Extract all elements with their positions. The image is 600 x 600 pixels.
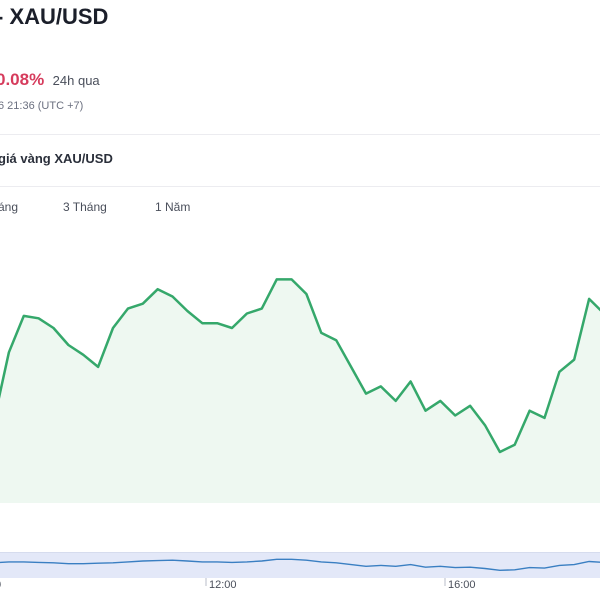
update-timestamp: 6 21:36 (UTC +7) (0, 100, 84, 112)
divider-chart (0, 186, 600, 187)
page-title: - XAU/USD (0, 4, 109, 29)
tab-range-3-months[interactable]: 3 Tháng (63, 200, 107, 214)
divider-top (0, 134, 600, 135)
navigator-tick-label: 12:00 (209, 579, 237, 591)
chart-navigator[interactable]: 0 12:00 16:00 (0, 552, 600, 596)
tab-range-1-month[interactable]: áng (0, 200, 19, 214)
change-period: 24h qua (52, 73, 100, 88)
chart-section-title: giá vàng XAU/USD (0, 151, 113, 166)
price-area (0, 279, 600, 503)
navigator-tick-label: 16:00 (448, 579, 476, 591)
navigator-line (0, 558, 600, 572)
range-tabs: áng 3 Tháng 1 Năm (0, 200, 600, 218)
price-change: 0.08% 24h qua (0, 70, 100, 90)
price-line (0, 278, 600, 454)
tab-range-1-year[interactable]: 1 Năm (155, 200, 191, 214)
navigator-background (0, 552, 600, 578)
change-percent: 0.08% (0, 70, 45, 89)
navigator-tick-label: 0 (0, 579, 1, 591)
price-chart (0, 278, 600, 503)
